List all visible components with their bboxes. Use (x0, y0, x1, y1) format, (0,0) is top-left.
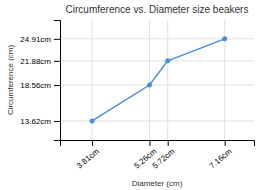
y-axis: 13.62cm 18.56cm 21.88cm 24.91cm (20, 21, 60, 141)
point (222, 36, 227, 41)
chart: 3.81cm5.26cm5.72cm7.16cm13.62cm18.56cm21… (0, 0, 266, 190)
series (90, 36, 228, 123)
y-tick-mark (54, 61, 60, 62)
y-tick: 18.56cm (20, 81, 60, 90)
x-axis-line (61, 141, 255, 147)
y-tick-label: 13.62cm (20, 117, 51, 126)
y-tick-mark (54, 121, 60, 122)
x-tick-mark (92, 140, 93, 146)
point (147, 83, 152, 88)
y-tick-label: 21.88cm (20, 57, 51, 66)
y-tick: 13.62cm (20, 117, 60, 126)
grid-line (60, 120, 254, 121)
grid-line (60, 85, 254, 86)
title: Circumference vs. Diameter size beakers (66, 4, 249, 15)
y-tick-mark (54, 39, 60, 40)
y-tick-label: 18.56cm (20, 81, 51, 90)
x-tick-label: 7.16cm (208, 147, 234, 171)
x-tick: 3.81cm (75, 140, 101, 171)
x-axis: 3.81cm5.26cm5.72cm7.16cm (61, 140, 255, 171)
grid-line (149, 20, 150, 140)
plot-area: 3.81cm5.26cm5.72cm7.16cm13.62cm18.56cm21… (20, 20, 254, 171)
x-axis-title: Diameter (cm) (132, 179, 183, 188)
y-tick: 24.91cm (20, 35, 60, 44)
grid-line (167, 20, 168, 140)
y-tick: 21.88cm (20, 57, 60, 66)
y-tick-mark (54, 85, 60, 86)
point (165, 58, 170, 63)
x-tick-label: 5.72cm (151, 147, 177, 171)
line (92, 39, 225, 121)
grid-line (60, 60, 254, 61)
x-tick-mark (149, 140, 150, 146)
x-tick: 5.72cm (151, 140, 177, 171)
grid (60, 20, 254, 140)
y-axis-title: Circumference (cm) (6, 45, 15, 116)
y-axis-line (54, 21, 61, 141)
x-tick: 7.16cm (208, 140, 234, 171)
x-tick-mark (168, 140, 169, 146)
x-tick-label: 3.81cm (75, 147, 101, 171)
point (90, 118, 95, 123)
y-tick-label: 24.91cm (20, 35, 51, 44)
x-tick-mark (225, 140, 226, 146)
